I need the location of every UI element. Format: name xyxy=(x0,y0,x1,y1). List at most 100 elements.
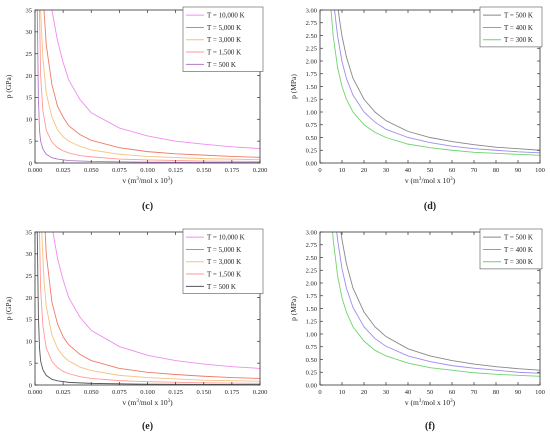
chart-d-legend-label-0: T = 500 K xyxy=(504,12,533,20)
chart-panel-e: 0.000 0.025 0.050 0.075 0.100 0.125 0.150 0.175… xyxy=(0,220,275,440)
chart-d-xlabel-part-0: v (m xyxy=(405,176,419,185)
chart-e-xlabel-part-2: /mol x 10 xyxy=(139,398,168,407)
chart-e-ytick-label-7: 35 xyxy=(26,229,33,236)
chart-e-ytick-label-6: 30 xyxy=(26,251,33,258)
chart-f-ytick-label-12: 3.00 xyxy=(306,229,317,236)
chart-d-xlabel-part-2: /mol x 10 xyxy=(421,176,450,185)
chart-f-xtick-label-9: 90 xyxy=(515,389,522,396)
chart-e-series-line-1 xyxy=(44,232,260,379)
chart-d-xlabel-part-3: 3 xyxy=(450,177,453,182)
chart-f-panel-label: (f) xyxy=(425,421,435,432)
chart-c-ytick-label-3: 15 xyxy=(26,95,33,102)
chart-d-panel-label: (d) xyxy=(424,201,436,212)
chart-f-xlabel-part-3: 3 xyxy=(450,399,453,404)
chart-d-ytick-label-7: 1.75 xyxy=(306,71,317,78)
chart-panel-d: 0 10 20 30 40 50 60 70 80 90 100 0.00 0.25 0.50 0.75 1.… xyxy=(275,0,550,220)
chart-e-xtick-label-7: 0.175 xyxy=(225,389,240,396)
chart-c-xtick-label-7: 0.175 xyxy=(225,167,240,174)
chart-f-ytick-label-9: 2.25 xyxy=(306,268,317,275)
chart-c-ytick-label-6: 30 xyxy=(26,29,33,36)
chart-d-series-line-0 xyxy=(337,10,540,151)
chart-d-ytick-label-8: 2.00 xyxy=(306,58,317,65)
chart-e-xlabel-part-4: ) xyxy=(170,398,173,407)
chart-d-xlabel-part-4: ) xyxy=(453,176,456,185)
chart-d-xtick-label-9: 90 xyxy=(515,167,522,174)
chart-c-xlabel-part-4: ) xyxy=(170,176,173,185)
chart-f-xtick-label-0: 0 xyxy=(318,389,321,396)
chart-f-ytick-label-0: 0.00 xyxy=(306,382,317,389)
chart-d-ytick-label-0: 0.00 xyxy=(306,160,317,167)
chart-f-xtick-label-10: 100 xyxy=(535,389,545,396)
chart-e-ytick-label-3: 15 xyxy=(26,317,33,324)
chart-e-xtick-label-1: 0.025 xyxy=(56,389,71,396)
chart-c-ytick-label-4: 20 xyxy=(26,73,33,80)
chart-e-ytick-label-2: 10 xyxy=(26,339,33,346)
chart-c-ytick-label-0: 0 xyxy=(29,160,32,167)
chart-d-xtick-label-5: 50 xyxy=(427,167,434,174)
chart-e-legend-label-0: T = 10,000 K xyxy=(207,234,245,242)
chart-e-ytick-label-1: 5 xyxy=(29,360,32,367)
chart-d-xtick-label-2: 20 xyxy=(361,167,368,174)
chart-d-ytick-label-11: 2.75 xyxy=(306,20,317,27)
chart-f-xlabel-part-4: ) xyxy=(453,398,456,407)
chart-panel-c: 0.000 0.025 0.050 0.075 0.100 0.125 0.150 0.175… xyxy=(0,0,275,220)
chart-d-ytick-label-4: 1.00 xyxy=(306,109,317,116)
chart-d-xtick-label-8: 80 xyxy=(493,167,500,174)
chart-e-xtick-label-5: 0.125 xyxy=(168,389,183,396)
chart-e-xtick-label-6: 0.150 xyxy=(196,389,211,396)
chart-d-ytick-label-3: 0.75 xyxy=(306,122,317,129)
chart-d-xtick-label-6: 60 xyxy=(449,167,456,174)
chart-f-xtick-label-7: 70 xyxy=(471,389,478,396)
chart-c-ylabel: p (GPa) xyxy=(4,74,13,98)
chart-f-xlabel-part-1: 3 xyxy=(419,399,422,404)
chart-c-series-line-1 xyxy=(43,10,260,158)
chart-e-panel-label: (e) xyxy=(142,421,153,432)
chart-c-xtick-label-8: 0.200 xyxy=(253,167,268,174)
chart-c-legend-label-4: T = 500 K xyxy=(207,61,236,69)
chart-e-svg: 0.000 0.025 0.050 0.075 0.100 0.125 0.150 0.175… xyxy=(4,228,267,432)
chart-e-xtick-label-2: 0.050 xyxy=(84,389,99,396)
chart-f-xtick-label-8: 80 xyxy=(493,389,500,396)
chart-e-series-line-3 xyxy=(39,232,260,384)
chart-f-xtick-label-5: 50 xyxy=(427,389,434,396)
chart-d-ylabel: p (MPa) xyxy=(289,74,298,99)
chart-f-xtick-label-6: 60 xyxy=(449,389,456,396)
chart-d-ytick-label-1: 0.25 xyxy=(306,148,317,155)
chart-c-ytick-label-2: 10 xyxy=(26,117,33,124)
chart-d-ytick-label-10: 2.50 xyxy=(306,33,317,40)
chart-c-xtick-label-6: 0.150 xyxy=(196,167,211,174)
chart-c-legend-box xyxy=(182,6,264,72)
chart-e-xtick-label-3: 0.075 xyxy=(112,389,127,396)
chart-f-ylabel: p (MPa) xyxy=(289,296,298,321)
chart-c-ytick-label-5: 25 xyxy=(26,51,33,58)
chart-f-ytick-label-4: 1.00 xyxy=(306,331,317,338)
chart-e-xlabel-part-1: 3 xyxy=(136,399,139,404)
chart-f-ytick-label-8: 2.00 xyxy=(306,280,317,287)
chart-d-xlabel-part-1: 3 xyxy=(419,177,422,182)
chart-e-xtick-label-4: 0.100 xyxy=(140,389,155,396)
chart-d-legend-label-2: T = 300 K xyxy=(504,36,533,44)
chart-e-legend-label-1: T = 5,000 K xyxy=(207,246,241,254)
chart-f-ytick-label-6: 1.50 xyxy=(306,306,317,313)
chart-d-ytick-label-12: 3.00 xyxy=(306,7,317,14)
chart-d-ytick-label-6: 1.50 xyxy=(306,84,317,91)
chart-c-xlabel-part-2: /mol x 10 xyxy=(139,176,168,185)
chart-c-svg: 0.000 0.025 0.050 0.075 0.100 0.125 0.150 0.175… xyxy=(4,6,268,212)
chart-f-ytick-label-5: 1.25 xyxy=(306,319,317,326)
chart-d-xtick-label-10: 100 xyxy=(535,167,545,174)
chart-c-legend-label-0: T = 10,000 K xyxy=(207,12,245,20)
chart-c-xtick-label-0: 0.000 xyxy=(28,167,43,174)
chart-f-ytick-label-10: 2.50 xyxy=(306,255,317,262)
chart-f-xlabel: v (m3/mol x 103) xyxy=(405,398,456,407)
chart-d-svg: 0 10 20 30 40 50 60 70 80 90 100 0.00 0.25 0.50 0.75 1.… xyxy=(289,6,545,212)
chart-f-xtick-label-4: 40 xyxy=(405,389,412,396)
chart-d-xtick-label-4: 40 xyxy=(405,167,412,174)
chart-e-xlabel-part-3: 3 xyxy=(168,399,171,404)
chart-f-series-line-2 xyxy=(332,232,540,377)
chart-panel-f: 0 10 20 30 40 50 60 70 80 90 100 0.00 0.25 0.50 0.75 1.… xyxy=(275,220,550,440)
chart-d-ytick-label-2: 0.50 xyxy=(306,135,317,142)
chart-f-xlabel-part-2: /mol x 10 xyxy=(421,398,450,407)
chart-f-legend-label-1: T = 400 K xyxy=(504,246,533,254)
chart-e-ytick-label-4: 20 xyxy=(26,295,33,302)
chart-c-xtick-label-4: 0.100 xyxy=(140,167,155,174)
